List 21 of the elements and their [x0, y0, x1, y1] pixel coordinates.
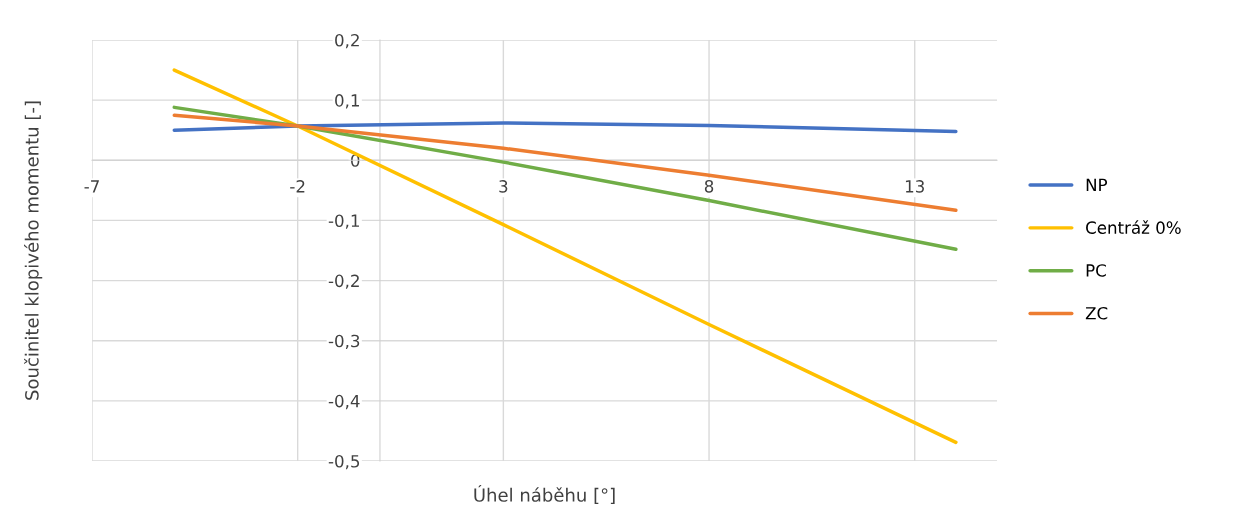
y-axis-title: Součinitel klopivého momentu [-] [24, 101, 43, 400]
y-tick-label: 0,2 [335, 33, 359, 49]
line-series [172, 68, 958, 445]
x-axis-title: Úhel náběhu [°] [474, 484, 615, 504]
legend-label: ZC [1085, 306, 1108, 320]
x-tick-label: 13 [905, 180, 924, 193]
y-tick-label: -0,5 [328, 454, 360, 470]
x-tick-label: 3 [499, 180, 508, 193]
legend-label: PC [1086, 264, 1106, 277]
line-series [172, 113, 958, 212]
y-tick-label: -0,3 [328, 334, 360, 349]
legend-label: Centráž 0% [1086, 220, 1181, 234]
y-tick-label: -0,1 [328, 214, 359, 229]
legend-label: NP [1086, 178, 1108, 191]
x-tick-label: -7 [84, 180, 99, 193]
x-tick-label: -2 [290, 180, 305, 193]
line-series [172, 121, 958, 134]
y-tick-label: -0,2 [328, 274, 359, 289]
y-tick-label: -0,4 [328, 394, 360, 410]
x-tick-label: 8 [704, 180, 714, 193]
y-tick-label: 0,1 [335, 94, 359, 109]
